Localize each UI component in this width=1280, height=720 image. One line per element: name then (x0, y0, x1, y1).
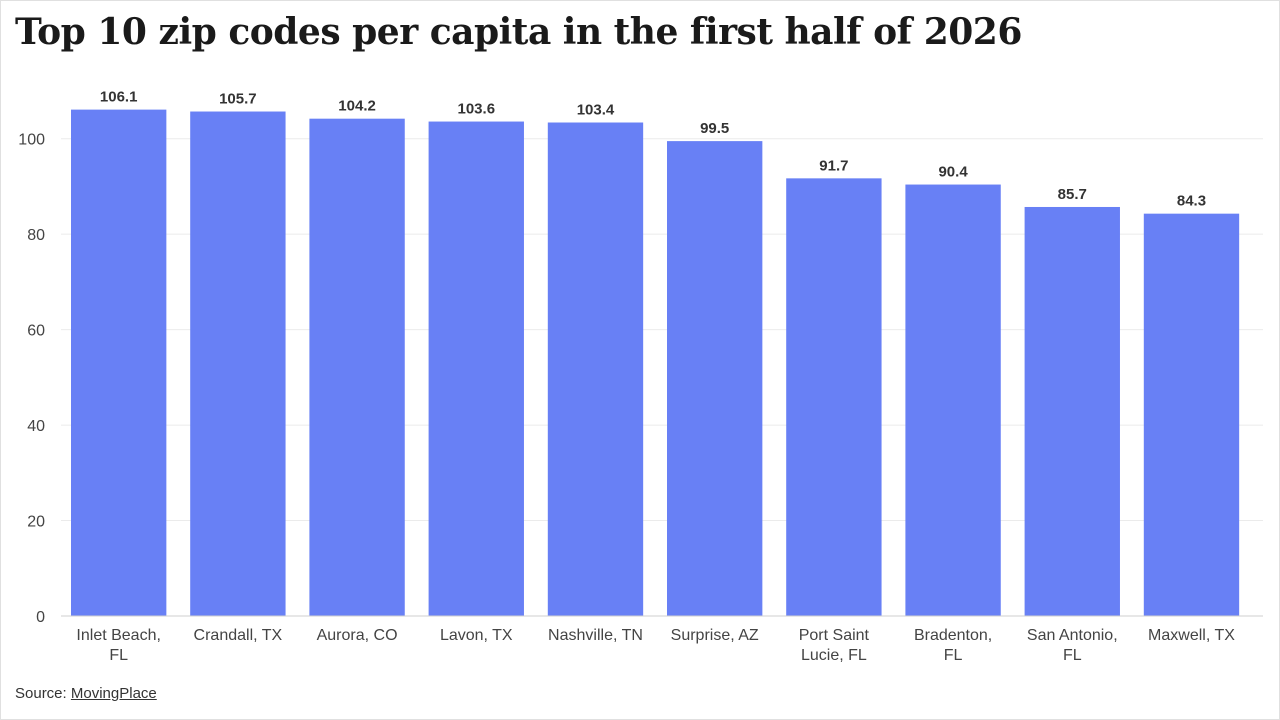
x-tick-label-line: Crandall, TX (194, 627, 283, 644)
x-tick-label-line: Surprise, AZ (671, 627, 759, 644)
x-tick-label-line: Maxwell, TX (1148, 627, 1235, 644)
x-tick-label-line: FL (109, 647, 128, 664)
data-label: 84.3 (1177, 193, 1206, 210)
x-tick-label-line: Nashville, TN (548, 627, 643, 644)
bar (1024, 206, 1120, 616)
x-tick-label-line: Port Saint (799, 627, 870, 644)
data-label: 106.1 (100, 89, 138, 106)
bar (428, 121, 524, 616)
source-link[interactable]: MovingPlace (70, 685, 157, 702)
bar (547, 122, 644, 616)
x-tick-label: Bradenton, FL (914, 627, 992, 664)
x-tick-label-line: FL (1063, 647, 1082, 664)
x-tick-label: Maxwell, TX (1148, 627, 1235, 644)
y-tick-label: 100 (18, 132, 45, 149)
x-tick-label-line: Lavon, TX (440, 627, 513, 644)
bar (1143, 213, 1240, 616)
source-label: Source: (15, 685, 67, 702)
x-tick-label-line: San Antonio, (1027, 627, 1118, 644)
data-label: 85.7 (1058, 186, 1087, 203)
x-tick-label: Aurora, CO (317, 627, 398, 644)
y-tick-label: 80 (27, 227, 45, 244)
chart-title: Top 10 zip codes per capita in the first… (15, 11, 1022, 53)
data-label: 104.2 (338, 98, 376, 115)
data-label: 90.4 (938, 164, 968, 181)
bar (309, 118, 405, 616)
x-tick-label: Lavon, TX (440, 627, 513, 644)
data-label: 91.7 (819, 157, 848, 174)
x-tick-label: Nashville, TN (548, 627, 643, 644)
y-tick-label: 40 (27, 418, 45, 435)
data-label: 103.6 (458, 101, 496, 118)
x-tick-label: Inlet Beach, FL (76, 627, 161, 664)
x-tick-label: San Antonio, FL (1027, 627, 1118, 664)
x-tick-label-line: Bradenton, (914, 627, 992, 644)
data-label: 105.7 (219, 91, 257, 108)
x-tick-label-line: FL (944, 647, 963, 664)
y-tick-label: 20 (27, 514, 45, 531)
x-tick-label: Surprise, AZ (671, 627, 759, 644)
y-tick-label: 0 (36, 609, 45, 626)
bar (190, 111, 286, 616)
data-label: 103.4 (577, 102, 615, 119)
x-tick-label: Crandall, TX (194, 627, 283, 644)
bar (667, 141, 763, 616)
source-note: Source: MovingPlace (15, 685, 157, 702)
bar (786, 178, 882, 616)
y-tick-label: 60 (27, 323, 45, 340)
data-label: 99.5 (700, 120, 729, 137)
bar (905, 184, 1001, 616)
bar (71, 109, 167, 616)
x-tick-label: Port Saint Lucie, FL (799, 627, 870, 664)
x-tick-label-line: Aurora, CO (317, 627, 398, 644)
x-tick-label-line: Lucie, FL (801, 647, 867, 664)
x-tick-label-line: Inlet Beach, (76, 627, 161, 644)
